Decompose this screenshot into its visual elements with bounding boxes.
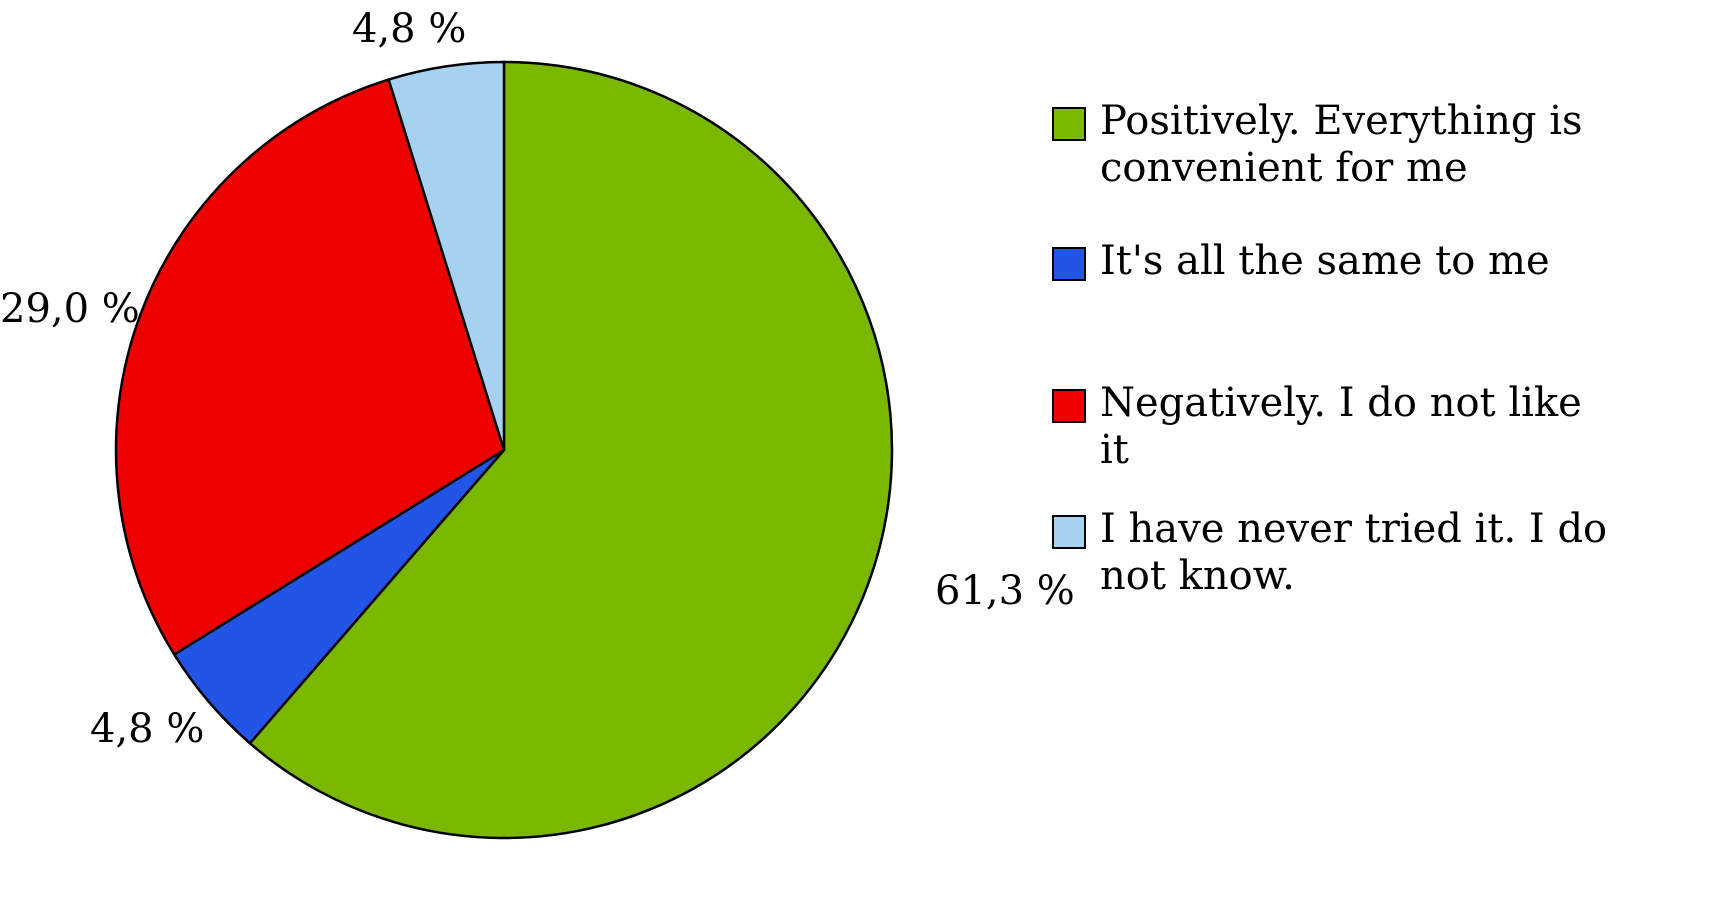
pie-slice-3 xyxy=(387,60,506,451)
legend-item-all-the-same: It's all the same to me xyxy=(1052,238,1612,285)
pie-slice-0 xyxy=(248,60,894,840)
legend-label-negatively: Negatively. I do not like it xyxy=(1100,379,1582,473)
legend-label-all-the-same: It's all the same to me xyxy=(1100,238,1550,285)
legend-swatch-all-the-same xyxy=(1052,247,1086,282)
legend-item-never-tried: I have never tried it. I do not know. xyxy=(1052,506,1612,600)
value-label-positively: 61,3 % xyxy=(935,568,1075,614)
value-label-all-the-same: 4,8 % xyxy=(90,706,205,752)
pie-chart-svg xyxy=(114,60,894,840)
legend-item-negatively: Negatively. I do not like it xyxy=(1052,380,1612,474)
value-label-never-tried: 4,8 % xyxy=(352,6,467,52)
legend-swatch-never-tried xyxy=(1052,514,1086,549)
value-label-negatively: 29,0 % xyxy=(0,286,140,332)
legend-swatch-positively xyxy=(1052,107,1086,141)
legend-label-never-tried: I have never tried it. I do not know. xyxy=(1100,505,1608,600)
legend-item-positively: Positively. Everything is convenient for… xyxy=(1052,98,1612,192)
pie-slice-2 xyxy=(114,77,506,657)
legend: Positively. Everything is convenient for… xyxy=(1052,98,1612,600)
legend-label-positively: Positively. Everything is convenient for… xyxy=(1100,98,1583,192)
legend-swatch-negatively xyxy=(1052,388,1086,423)
